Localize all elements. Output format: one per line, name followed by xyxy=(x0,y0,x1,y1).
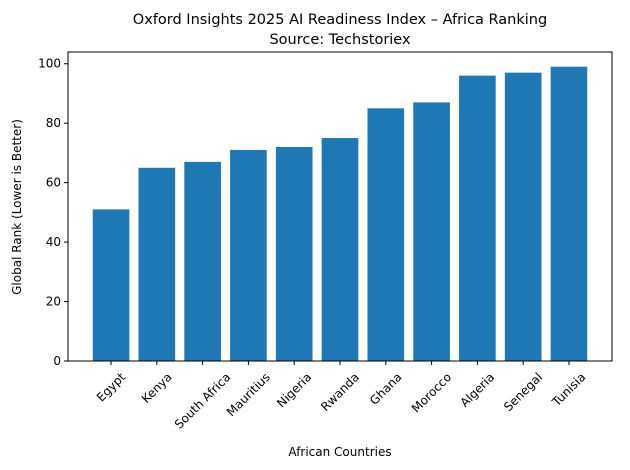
x-tick-label: Morocco xyxy=(409,370,454,415)
x-tick-label: Senegal xyxy=(501,370,545,414)
bar xyxy=(550,66,588,361)
x-tick-label: South Africa xyxy=(172,370,233,431)
chart-subtitle: Source: Techstoriex xyxy=(269,32,411,48)
plot-frame xyxy=(67,51,613,362)
y-tick-label: 40 xyxy=(46,235,61,249)
x-tick-label: Kenya xyxy=(139,370,175,406)
bar xyxy=(413,102,450,361)
y-tick-label: 60 xyxy=(46,176,61,190)
y-tick-label: 80 xyxy=(46,116,61,130)
y-tick-label: 100 xyxy=(38,57,61,71)
x-axis-label: African Countries xyxy=(288,445,391,459)
bar xyxy=(459,75,496,362)
bar xyxy=(230,149,267,361)
bar xyxy=(321,138,359,361)
chart-title: Oxford Insights 2025 AI Readiness Index … xyxy=(133,12,547,28)
x-tick-label: Ghana xyxy=(367,370,405,408)
x-tick-label: Algeria xyxy=(458,370,498,410)
x-tick-label: Nigeria xyxy=(274,370,314,410)
x-tick-label: Mauritius xyxy=(224,370,273,419)
y-axis-label: Global Rank (Lower is Better) xyxy=(10,119,24,295)
bar xyxy=(184,161,221,361)
bar xyxy=(367,108,405,361)
bar xyxy=(275,146,313,361)
y-tick-label: 20 xyxy=(46,295,61,309)
x-tick-label: Tunisia xyxy=(549,370,589,410)
bar xyxy=(92,209,130,361)
bar xyxy=(138,167,176,361)
x-tick-label: Rwanda xyxy=(318,370,362,414)
x-tick-label: Egypt xyxy=(94,370,129,405)
y-tick-label: 0 xyxy=(53,354,61,368)
bar xyxy=(504,72,542,361)
